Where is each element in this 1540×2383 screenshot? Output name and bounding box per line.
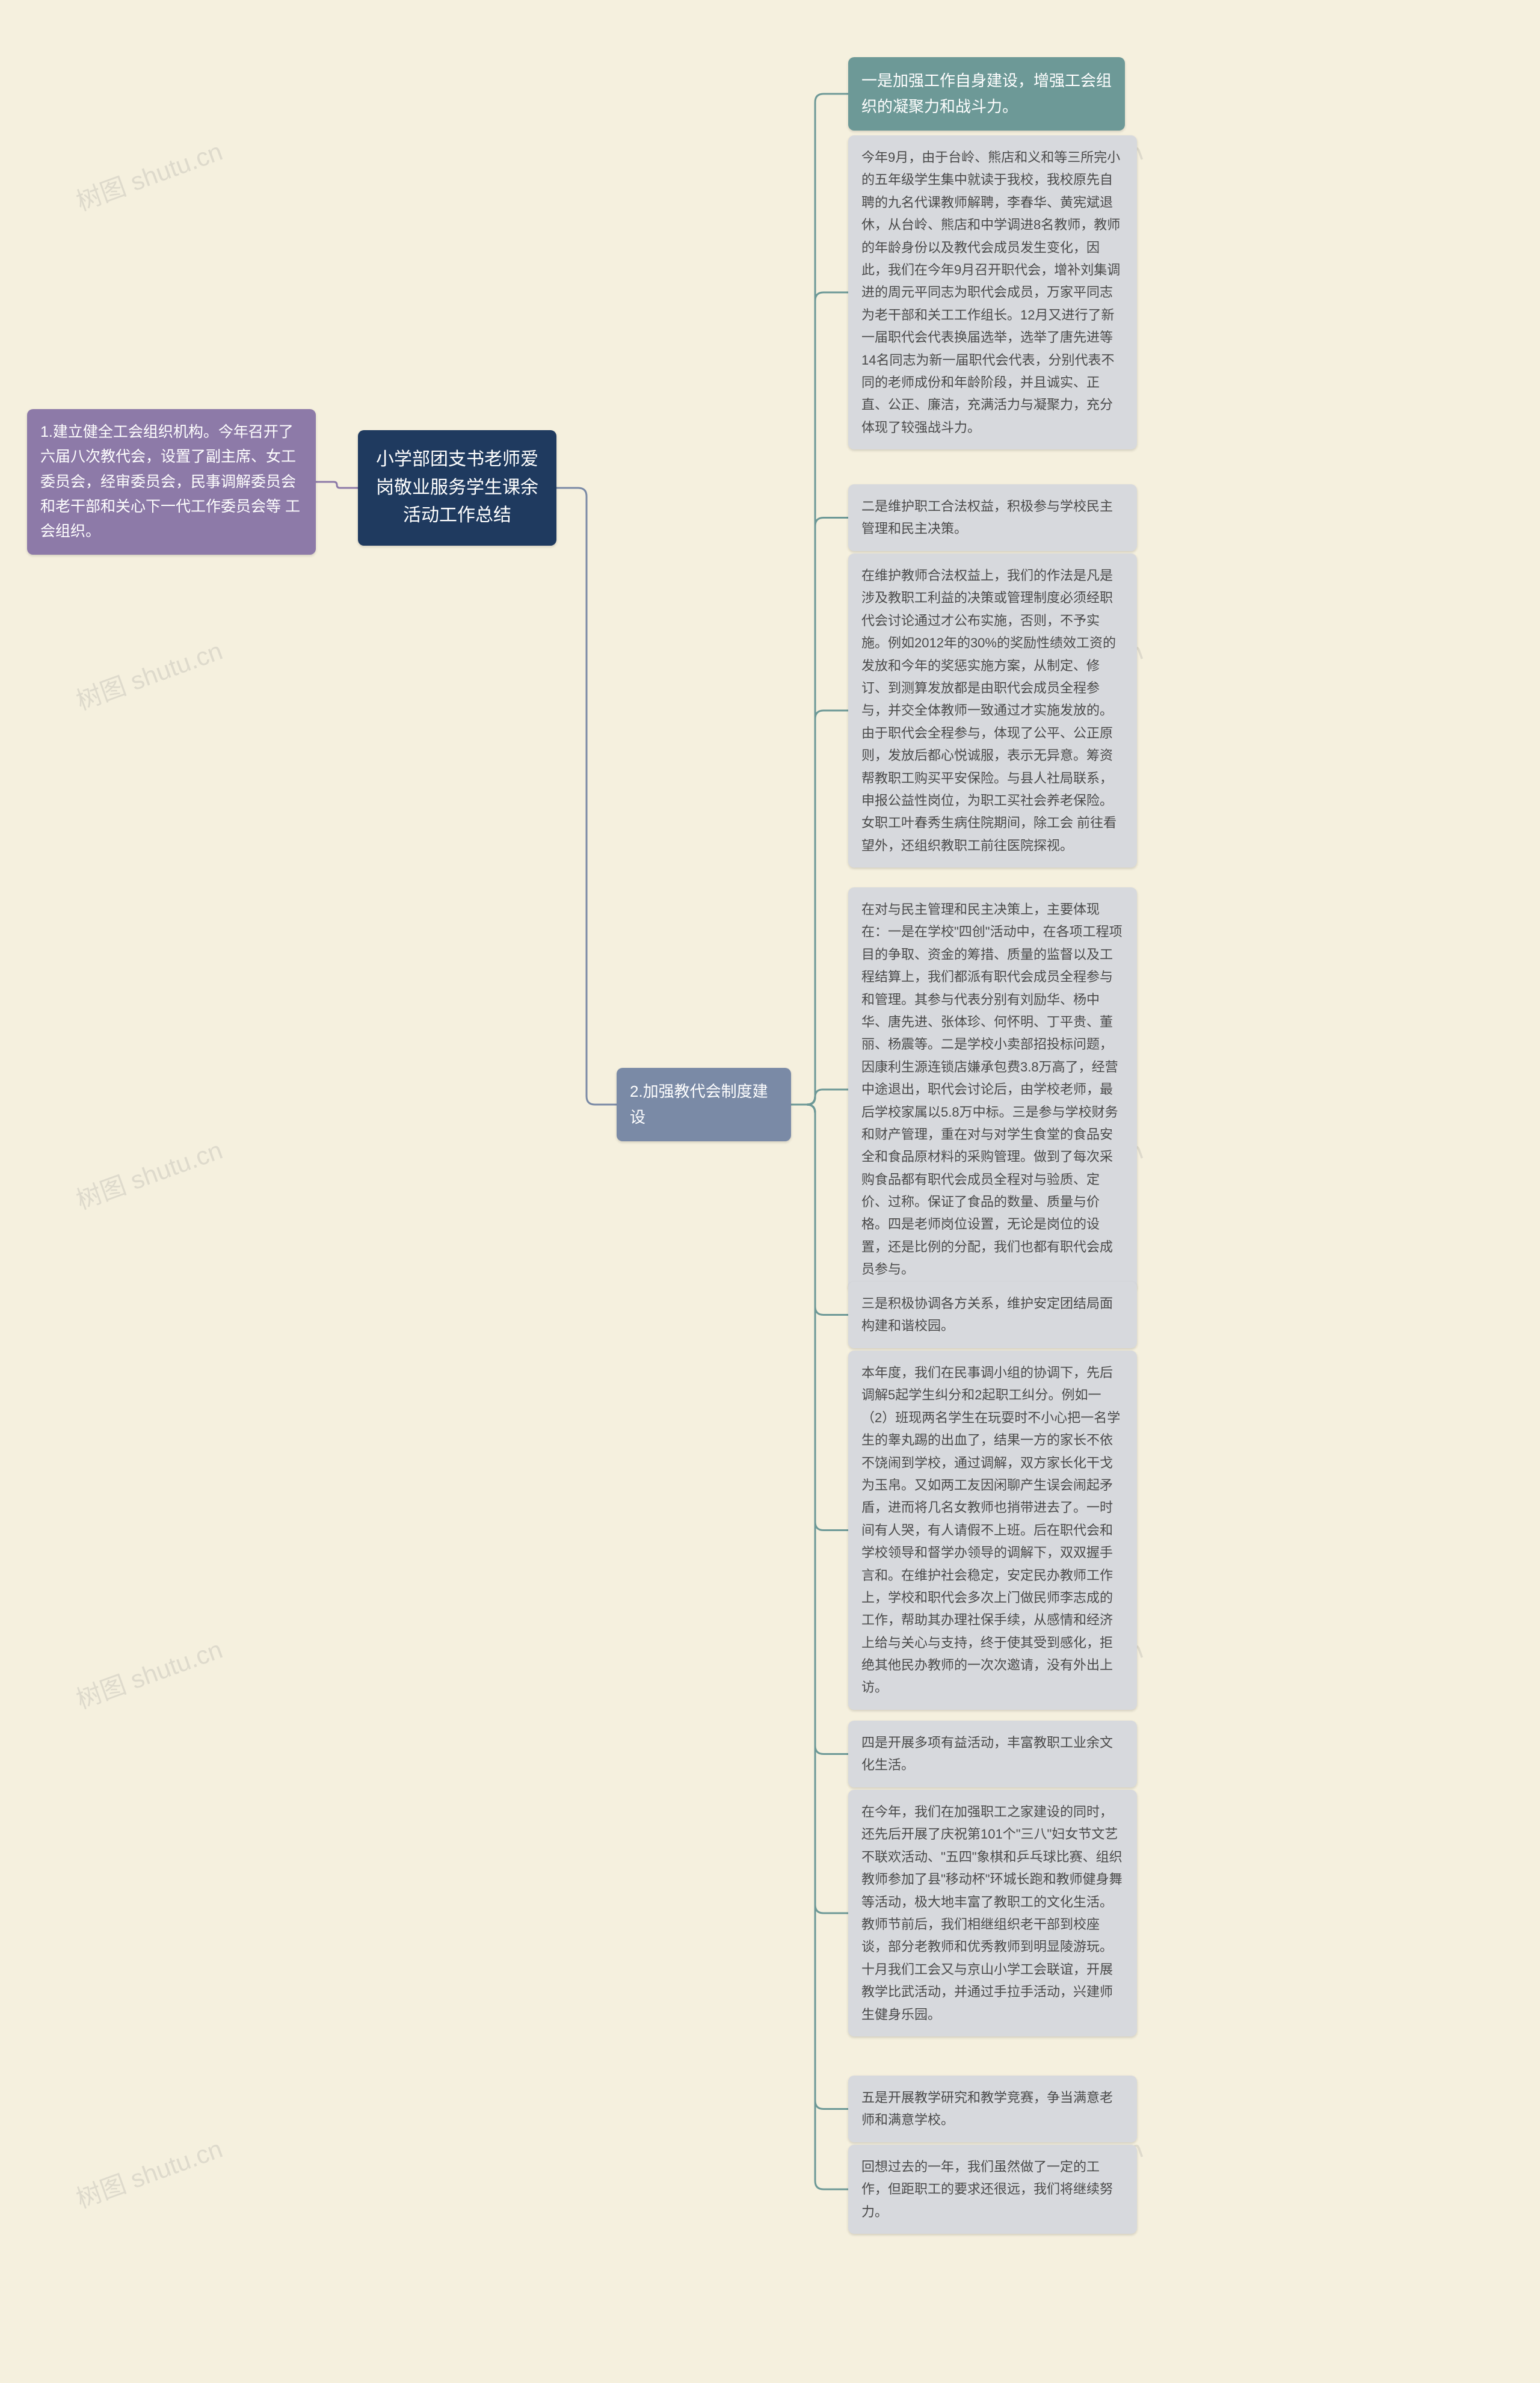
mindmap-heading-1[interactable]: 一是加强工作自身建设，增强工会组织的凝聚力和战斗力。: [848, 57, 1125, 131]
mindmap-body-3[interactable]: 在对与民主管理和民主决策上，主要体现在：一是在学校"四创"活动中，在各项工程项目…: [848, 887, 1137, 1292]
mindmap-body-6[interactable]: 回想过去的一年，我们虽然做了一定的工作，但距职工的要求还很远，我们将继续努力。: [848, 2145, 1137, 2234]
mindmap-node-org-structure[interactable]: 1.建立健全工会组织机构。今年召开了六届八次教代会，设置了副主席、女工委员会，经…: [27, 409, 316, 555]
mindmap-body-5[interactable]: 在今年，我们在加强职工之家建设的同时，还先后开展了庆祝第101个"三八"妇女节文…: [848, 1790, 1137, 2036]
mindmap-center-node[interactable]: 小学部团支书老师爱岗敬业服务学生课余活动工作总结: [358, 430, 556, 546]
mindmap-heading-2[interactable]: 二是维护职工合法权益，积极参与学校民主管理和民主决策。: [848, 484, 1137, 551]
mindmap-body-4[interactable]: 本年度，我们在民事调小组的协调下，先后调解5起学生纠分和2起职工纠分。例如一（2…: [848, 1351, 1137, 1710]
connectors-layer: [0, 0, 1540, 2383]
mindmap-heading-4[interactable]: 四是开展多项有益活动，丰富教职工业余文化生活。: [848, 1721, 1137, 1787]
mindmap-heading-3[interactable]: 三是积极协调各方关系，维护安定团结局面构建和谐校园。: [848, 1281, 1137, 1348]
mindmap-heading-5[interactable]: 五是开展教学研究和教学竞赛，争当满意老师和满意学校。: [848, 2076, 1137, 2142]
mindmap-node-system-building[interactable]: 2.加强教代会制度建设: [617, 1068, 791, 1141]
mindmap-body-2[interactable]: 在维护教师合法权益上，我们的作法是凡是涉及教职工利益的决策或管理制度必须经职代会…: [848, 553, 1137, 868]
mindmap-body-1[interactable]: 今年9月，由于台岭、熊店和义和等三所完小的五年级学生集中就读于我校，我校原先自聘…: [848, 135, 1137, 449]
